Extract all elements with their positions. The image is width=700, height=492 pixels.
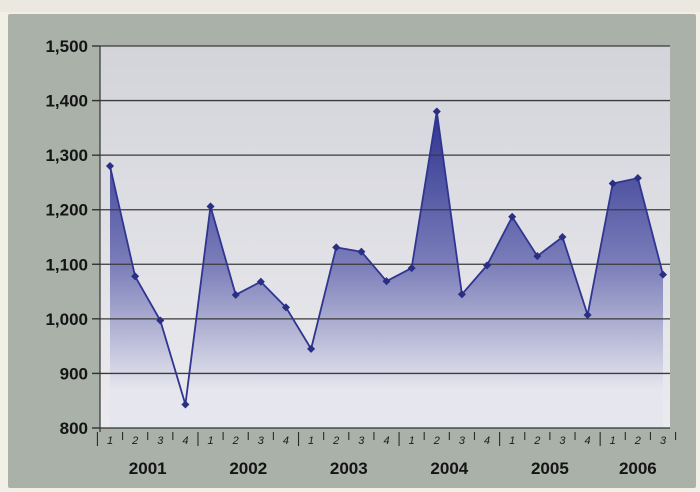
data-point bbox=[382, 277, 391, 286]
top-strip bbox=[0, 0, 700, 12]
quarter-label: 3 bbox=[459, 435, 466, 447]
quarter-label: 2 bbox=[634, 435, 641, 447]
data-point bbox=[483, 261, 492, 270]
data-point bbox=[508, 212, 517, 221]
year-label: 2003 bbox=[330, 459, 368, 478]
series-area bbox=[110, 111, 663, 428]
quarter-label: 1 bbox=[409, 435, 415, 447]
y-tick-label: 1,400 bbox=[45, 92, 88, 111]
data-point bbox=[131, 272, 140, 281]
quarter-label: 4 bbox=[585, 435, 591, 447]
quarter-label: 2 bbox=[433, 435, 440, 447]
data-point bbox=[156, 316, 165, 325]
area-layer bbox=[110, 111, 663, 428]
y-tick-label: 1,000 bbox=[45, 310, 88, 329]
y-tick-label: 800 bbox=[60, 419, 88, 438]
quarter-label: 2 bbox=[232, 435, 239, 447]
data-point bbox=[558, 232, 567, 242]
gridlines bbox=[92, 45, 670, 375]
year-label: 2006 bbox=[619, 459, 657, 478]
quarter-label: 2 bbox=[131, 435, 138, 447]
year-label: 2002 bbox=[229, 459, 267, 478]
y-tick-label: 1,200 bbox=[45, 201, 88, 220]
quarter-label: 1 bbox=[610, 435, 616, 447]
quarter-label: 2 bbox=[533, 435, 540, 447]
data-point bbox=[583, 311, 592, 320]
quarter-label: 1 bbox=[308, 435, 314, 447]
axes bbox=[92, 45, 670, 432]
quarter-label: 2 bbox=[332, 435, 339, 447]
quarter-label: 3 bbox=[660, 435, 667, 447]
data-point bbox=[533, 252, 542, 261]
y-tick-label: 1,300 bbox=[45, 146, 88, 165]
y-tick-label: 1,100 bbox=[45, 255, 88, 274]
y-tick-labels: 800 900 1,000 1,100 1,200 1,300 1,400 1,500 bbox=[45, 37, 88, 438]
data-point bbox=[231, 290, 240, 299]
quarter-label: 4 bbox=[383, 435, 389, 447]
data-point bbox=[457, 290, 466, 299]
data-point bbox=[608, 179, 617, 188]
quarter-label: 3 bbox=[157, 435, 164, 447]
quarter-label: 1 bbox=[107, 435, 113, 447]
data-point bbox=[633, 174, 642, 183]
quarter-label: 3 bbox=[358, 435, 365, 447]
data-point bbox=[206, 202, 215, 211]
data-point bbox=[658, 270, 668, 279]
year-labels: 2001 2002 2003 2004 2005 2006 bbox=[129, 459, 657, 478]
data-point bbox=[332, 243, 341, 252]
quarter-label: 4 bbox=[283, 435, 289, 447]
data-point bbox=[181, 400, 190, 409]
y-tick-label: 1,500 bbox=[45, 37, 88, 56]
quarter-label: 3 bbox=[258, 435, 265, 447]
quarter-label: 1 bbox=[509, 435, 515, 447]
year-label: 2005 bbox=[531, 459, 569, 478]
data-point bbox=[432, 107, 441, 116]
y-tick-label: 900 bbox=[60, 364, 88, 383]
data-point bbox=[407, 264, 416, 273]
year-label: 2001 bbox=[129, 459, 167, 478]
quarter-label: 4 bbox=[182, 435, 188, 447]
data-point bbox=[357, 247, 366, 256]
quarter-label: 4 bbox=[484, 435, 490, 447]
quarter-tick-labels: 1 2 3 4 1 2 3 4 1 2 3 4 1 2 3 4 1 2 3 4 1 2 3 bbox=[96, 432, 677, 447]
data-point bbox=[307, 344, 316, 353]
data-point bbox=[105, 162, 115, 171]
year-label: 2004 bbox=[430, 459, 468, 478]
quarter-label: 1 bbox=[207, 435, 213, 447]
data-point bbox=[256, 277, 265, 286]
data-point bbox=[281, 303, 290, 312]
data-points bbox=[105, 107, 668, 409]
quarter-label: 3 bbox=[559, 435, 566, 447]
